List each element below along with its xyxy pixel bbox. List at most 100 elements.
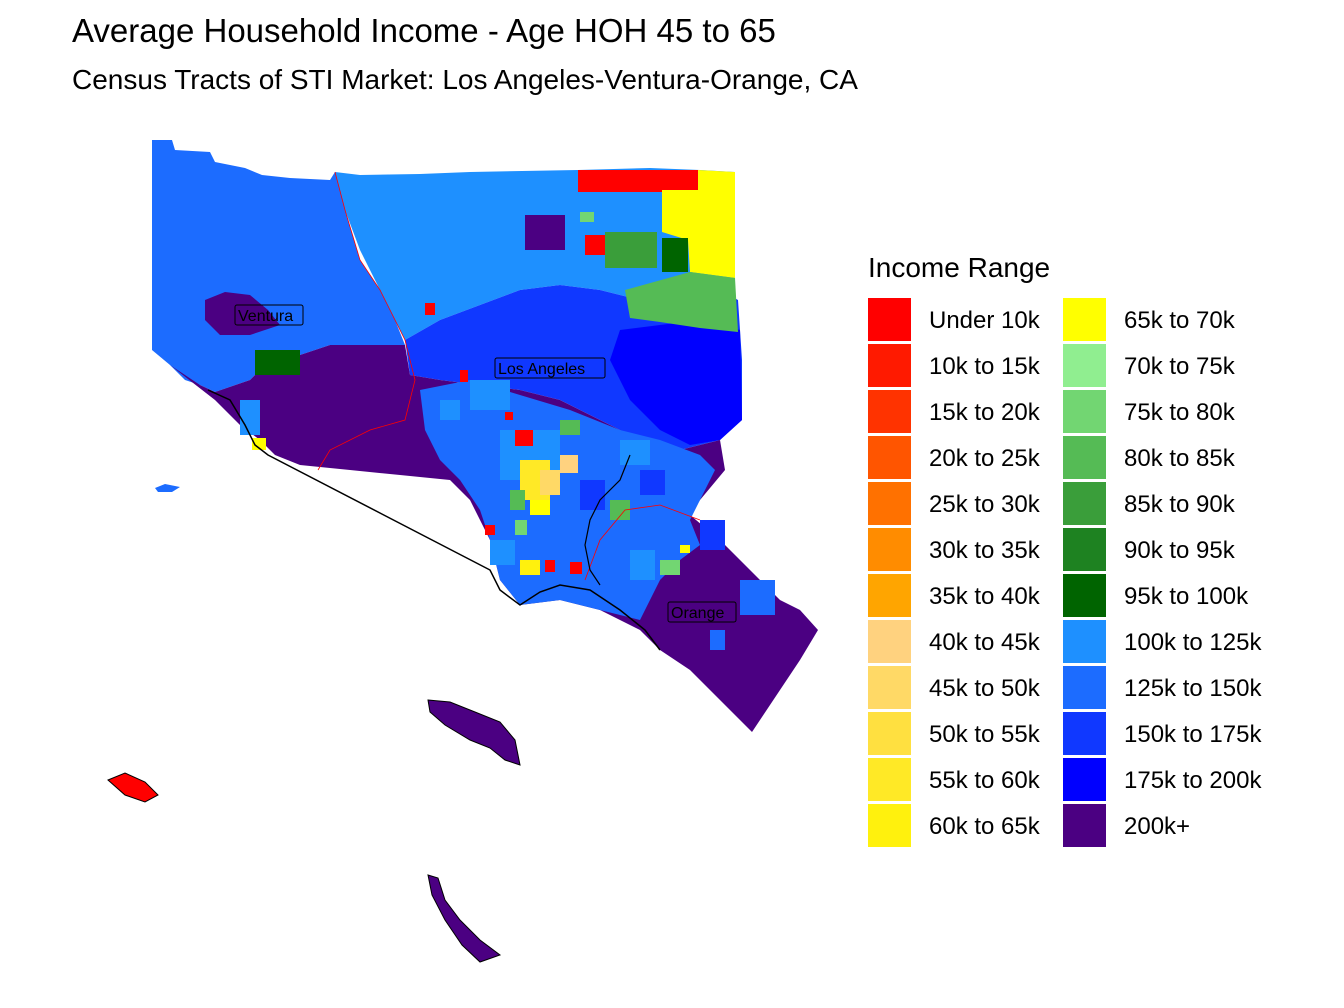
legend-swatch: [1063, 528, 1106, 571]
map-label-ventura-text: Ventura: [238, 308, 293, 325]
legend-item: 100k to 125k: [1063, 620, 1261, 666]
legend-swatch: [868, 804, 911, 847]
legend-swatch: [868, 344, 911, 387]
island-small: [155, 484, 180, 492]
tract-red-northeast: [585, 235, 605, 255]
legend-label: 100k to 125k: [1124, 629, 1262, 656]
legend-label: 15k to 20k: [929, 399, 1040, 426]
legend-item: 30k to 35k: [868, 528, 1049, 574]
region-la-east-blue: [610, 320, 742, 445]
legend-swatch: [1063, 712, 1106, 755]
legend-swatch: [868, 390, 911, 433]
legend-label: 25k to 30k: [929, 491, 1040, 518]
legend-title: Income Range: [868, 252, 1051, 283]
legend-swatch: [868, 712, 911, 755]
island-san-clemente: [427, 874, 502, 963]
legend-item: 25k to 30k: [868, 482, 1049, 528]
tract-green-northeast: [605, 232, 657, 268]
legend-label: 45k to 50k: [929, 675, 1040, 702]
tract-blue-ventura: [240, 400, 260, 435]
island-catalina: [427, 699, 521, 766]
legend-item: 85k to 90k: [1063, 482, 1261, 528]
choropleth-map: Ventura Los Angeles Orange: [107, 140, 818, 963]
legend-item: 175k to 200k: [1063, 758, 1261, 804]
map-label-ventura: Ventura: [234, 304, 304, 326]
legend-item: 125k to 150k: [1063, 666, 1261, 712]
legend: Income Range Under 10k 10k to 15k 15k to 2…: [868, 252, 1261, 850]
legend-item: 20k to 25k: [868, 436, 1049, 482]
legend-label: 90k to 95k: [1124, 537, 1235, 564]
legend-swatch: [868, 436, 911, 479]
legend-swatch: [868, 574, 911, 617]
region-ventura-coast: [205, 292, 280, 335]
tract-darkgreen-northeast: [662, 238, 688, 272]
legend-item: 60k to 65k: [868, 804, 1049, 850]
legend-swatch: [1063, 666, 1106, 709]
tract-purple-north: [525, 215, 565, 250]
legend-swatch: [868, 666, 911, 709]
coastline-detail: [207, 389, 661, 651]
map-label-los-angeles-text: Los Angeles: [498, 361, 585, 378]
legend-label: 70k to 75k: [1124, 353, 1235, 380]
legend-swatch: [868, 482, 911, 525]
island-san-nicolas: [107, 772, 159, 803]
legend-item: 80k to 85k: [1063, 436, 1261, 482]
legend-label: 55k to 60k: [929, 767, 1040, 794]
river-line: [584, 454, 631, 586]
legend-label: 175k to 200k: [1124, 767, 1262, 794]
legend-swatch: [1063, 482, 1106, 525]
legend-label: 125k to 150k: [1124, 675, 1262, 702]
legend-item: 90k to 95k: [1063, 528, 1261, 574]
legend-item: 10k to 15k: [868, 344, 1049, 390]
legend-swatch: [1063, 574, 1106, 617]
tract-red-north: [578, 170, 698, 192]
legend-swatch: [868, 298, 911, 341]
tract-yellow-northeast: [662, 170, 735, 278]
legend-label: 65k to 70k: [1124, 307, 1235, 334]
legend-item: 150k to 175k: [1063, 712, 1261, 758]
legend-item: 70k to 75k: [1063, 344, 1261, 390]
tract-speckles: [425, 303, 775, 650]
legend-swatch: [1063, 390, 1106, 433]
map-label-los-angeles: Los Angeles: [494, 357, 606, 379]
legend-item: 35k to 40k: [868, 574, 1049, 620]
county-boundary-ventura-la: [317, 171, 416, 471]
legend-item: 15k to 20k: [868, 390, 1049, 436]
legend-item: 95k to 100k: [1063, 574, 1261, 620]
legend-swatch: [868, 528, 911, 571]
legend-swatch: [1063, 344, 1106, 387]
legend-item: 55k to 60k: [868, 758, 1049, 804]
legend-swatch: [868, 620, 911, 663]
legend-item: 65k to 70k: [1063, 298, 1261, 344]
tract-green-ventura: [255, 350, 300, 375]
legend-swatch: [868, 758, 911, 801]
legend-label: 20k to 25k: [929, 445, 1040, 472]
map-label-orange: Orange: [667, 601, 737, 623]
map-label-orange-text: Orange: [671, 605, 724, 622]
legend-label: 95k to 100k: [1124, 583, 1249, 610]
legend-swatch: [1063, 298, 1106, 341]
legend-item: 40k to 45k: [868, 620, 1049, 666]
legend-label: Under 10k: [929, 307, 1040, 334]
legend-swatch: [1063, 620, 1106, 663]
legend-item: 50k to 55k: [868, 712, 1049, 758]
legend-column-1: Under 10k 10k to 15k 15k to 20k 20k to 25k 2…: [868, 298, 1049, 850]
legend-label: 30k to 35k: [929, 537, 1040, 564]
legend-item: 200k+: [1063, 804, 1261, 850]
chart-title: Average Household Income - Age HOH 45 to…: [72, 12, 776, 49]
chart-subtitle: Census Tracts of STI Market: Los Angeles…: [72, 64, 858, 95]
legend-item: 45k to 50k: [868, 666, 1049, 712]
legend-label: 40k to 45k: [929, 629, 1040, 656]
legend-swatch: [1063, 436, 1106, 479]
legend-label: 50k to 55k: [929, 721, 1040, 748]
legend-label: 150k to 175k: [1124, 721, 1262, 748]
legend-label: 10k to 15k: [929, 353, 1040, 380]
legend-label: 35k to 40k: [929, 583, 1040, 610]
legend-label: 80k to 85k: [1124, 445, 1235, 472]
tract-green-east: [625, 272, 738, 332]
legend-swatch: [1063, 804, 1106, 847]
legend-label: 60k to 65k: [929, 813, 1040, 840]
legend-label: 75k to 80k: [1124, 399, 1235, 426]
legend-item: 75k to 80k: [1063, 390, 1261, 436]
county-boundary-la-orange: [584, 504, 701, 581]
